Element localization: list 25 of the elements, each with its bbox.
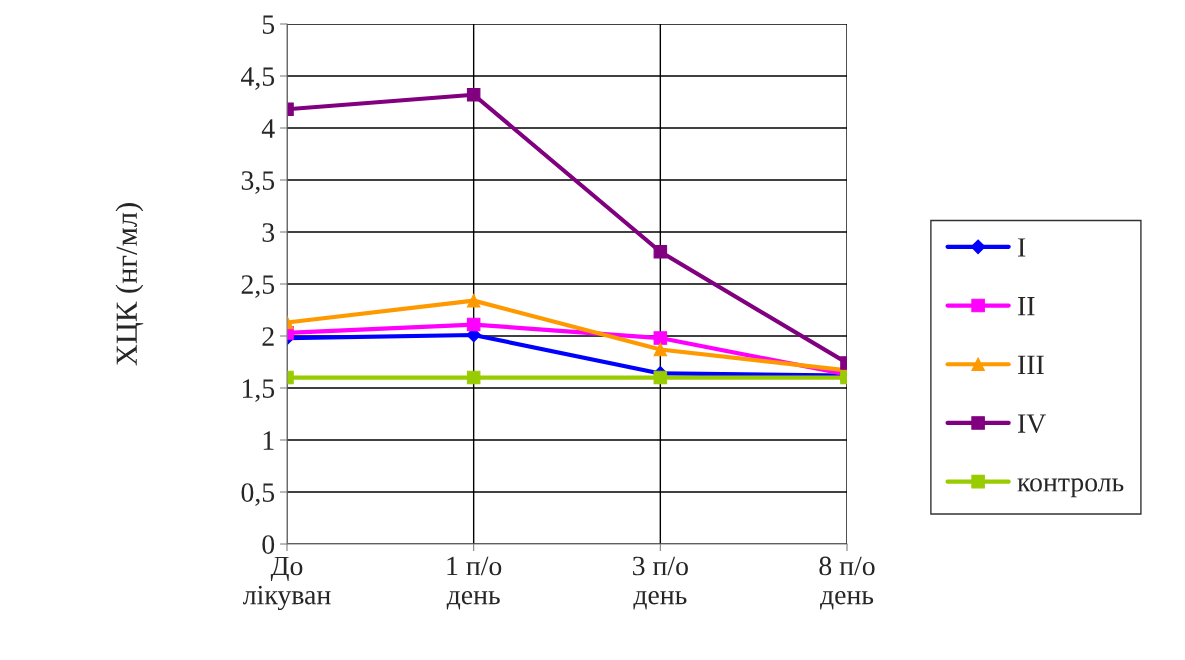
x-tick-label: 1 п/о день [446,556,502,610]
y-tick-label: 5 [262,15,275,34]
point [653,331,668,345]
y-tick-label: 1,5 [242,379,275,402]
y-tick-label: 3 [262,223,275,242]
point [466,317,481,332]
legend-label: I [1018,238,1026,257]
legend-label: III [1018,355,1044,374]
y-tick-label: 4,5 [241,67,275,90]
x-tick-label: 3 п/о день [633,556,688,610]
x-tick-label: 8 п/о день [819,556,875,610]
y-tick-label: 3,5 [241,171,275,194]
legend-label: контроль [1017,478,1124,498]
point [653,342,668,357]
x-tick-label: До лікуван [243,556,331,611]
y-axis-title: ХЦК (нг/мл) [115,203,144,366]
point [466,293,481,308]
y-tick-label: 2 [262,327,274,346]
y-tick-label: 0 [262,535,275,554]
y-tick-label: 1 [263,431,274,450]
y-tick-label: 2,5 [241,275,275,298]
legend-label: II [1018,297,1035,316]
y-tick-label: 0,5 [241,483,275,506]
legend-label: IV [1018,414,1046,434]
y-tick-label: 4 [261,119,275,138]
